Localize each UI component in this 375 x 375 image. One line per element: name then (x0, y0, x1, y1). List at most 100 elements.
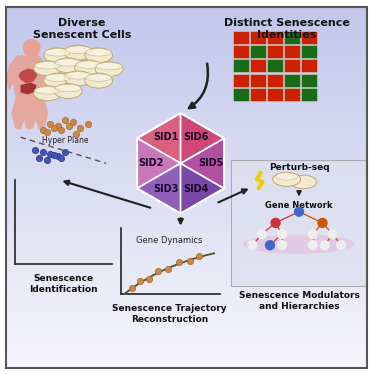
Polygon shape (181, 138, 224, 188)
Bar (6, 19, 367, 22)
Bar (6, 362, 367, 365)
Ellipse shape (44, 48, 72, 63)
Bar (6, 40, 367, 43)
Text: Diverse
Senescent Cells: Diverse Senescent Cells (33, 18, 131, 40)
Bar (6, 73, 367, 76)
Bar (6, 266, 367, 269)
Bar (267, 59, 283, 72)
Ellipse shape (86, 74, 112, 81)
Bar (284, 45, 300, 58)
Bar (6, 217, 367, 220)
Bar (233, 88, 249, 101)
Bar (6, 329, 367, 332)
Bar (284, 31, 300, 44)
Ellipse shape (55, 84, 81, 92)
Bar (6, 196, 367, 200)
Bar (6, 109, 367, 112)
Bar (6, 232, 367, 236)
Bar (6, 52, 367, 55)
FancyBboxPatch shape (231, 160, 367, 286)
Bar (6, 338, 367, 341)
Bar (6, 347, 367, 350)
Bar (267, 45, 283, 58)
Bar (6, 152, 367, 154)
Bar (6, 136, 367, 140)
Bar (301, 45, 317, 58)
Ellipse shape (64, 45, 92, 60)
Bar (6, 166, 367, 170)
Ellipse shape (34, 61, 62, 76)
Ellipse shape (34, 86, 62, 101)
Bar (6, 236, 367, 238)
Bar (6, 200, 367, 202)
Bar (6, 16, 367, 19)
Bar (6, 43, 367, 46)
Bar (6, 224, 367, 226)
Bar (6, 365, 367, 368)
Ellipse shape (44, 73, 72, 88)
Text: SID5: SID5 (198, 158, 223, 168)
Ellipse shape (96, 62, 122, 70)
Bar (6, 251, 367, 254)
Bar (6, 260, 367, 263)
Bar (233, 74, 249, 87)
Bar (6, 257, 367, 260)
Text: Hyper Plane: Hyper Plane (42, 136, 88, 146)
Bar (6, 31, 367, 34)
Text: Distinct Senescence
Identities: Distinct Senescence Identities (224, 18, 350, 40)
Bar (6, 154, 367, 158)
Bar (6, 106, 367, 109)
Bar (6, 10, 367, 13)
Bar (6, 245, 367, 248)
Bar (6, 127, 367, 130)
Text: SID6: SID6 (183, 132, 209, 142)
Bar (6, 220, 367, 224)
Bar (250, 74, 266, 87)
Bar (6, 130, 367, 134)
Polygon shape (181, 113, 224, 163)
Text: Senescence Trajectory
Reconstruction: Senescence Trajectory Reconstruction (112, 304, 227, 324)
Ellipse shape (85, 73, 112, 88)
Circle shape (308, 241, 317, 250)
Circle shape (308, 230, 317, 238)
Bar (6, 242, 367, 245)
Ellipse shape (85, 48, 112, 63)
Text: SID2: SID2 (138, 158, 163, 168)
Polygon shape (137, 113, 181, 163)
Bar (6, 275, 367, 278)
Ellipse shape (273, 172, 301, 186)
Bar (6, 146, 367, 148)
Bar (6, 238, 367, 242)
Bar (6, 140, 367, 142)
Bar (6, 118, 367, 121)
Bar (6, 293, 367, 296)
Bar (6, 302, 367, 305)
Bar (6, 70, 367, 73)
Circle shape (320, 241, 329, 250)
Bar (6, 356, 367, 359)
Bar (6, 323, 367, 326)
Bar (267, 88, 283, 101)
Bar (6, 353, 367, 356)
Bar (6, 25, 367, 28)
Bar (6, 350, 367, 353)
Text: SID1: SID1 (153, 132, 178, 142)
Bar (6, 254, 367, 257)
Bar (6, 58, 367, 61)
Circle shape (271, 218, 280, 227)
Bar (6, 94, 367, 97)
Bar (6, 176, 367, 178)
Bar (301, 88, 317, 101)
Bar (6, 308, 367, 311)
Bar (6, 287, 367, 290)
Bar (6, 320, 367, 323)
Circle shape (337, 241, 346, 250)
Bar (6, 188, 367, 190)
Bar (6, 211, 367, 214)
Bar (301, 74, 317, 87)
Bar (6, 112, 367, 115)
Bar (6, 121, 367, 124)
Bar (233, 31, 249, 44)
Text: Gene Dynamics: Gene Dynamics (136, 236, 202, 245)
Bar (6, 263, 367, 266)
